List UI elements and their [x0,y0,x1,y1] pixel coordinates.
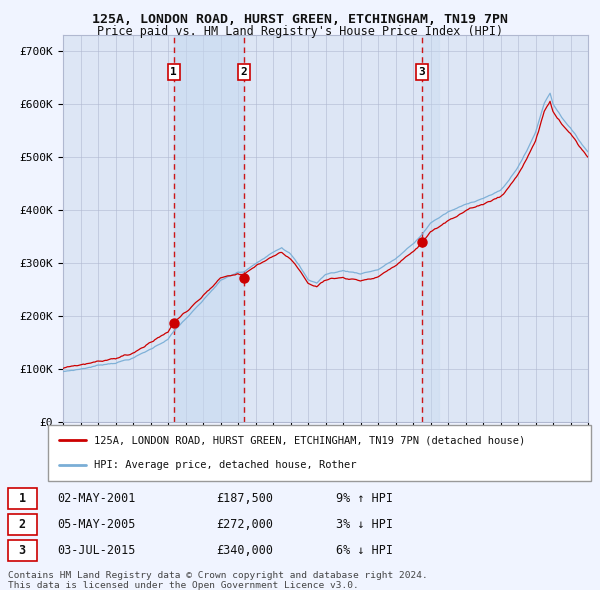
Text: £272,000: £272,000 [216,518,273,531]
Text: £340,000: £340,000 [216,544,273,557]
Text: Contains HM Land Registry data © Crown copyright and database right 2024.: Contains HM Land Registry data © Crown c… [8,571,428,581]
Text: 2: 2 [19,518,26,531]
Text: 2: 2 [241,67,247,77]
Text: 02-MAY-2001: 02-MAY-2001 [57,492,136,505]
FancyBboxPatch shape [8,488,37,509]
Text: 05-MAY-2005: 05-MAY-2005 [57,518,136,531]
FancyBboxPatch shape [8,514,37,535]
Text: 125A, LONDON ROAD, HURST GREEN, ETCHINGHAM, TN19 7PN: 125A, LONDON ROAD, HURST GREEN, ETCHINGH… [92,13,508,26]
Text: £187,500: £187,500 [216,492,273,505]
Text: 1: 1 [19,492,26,505]
Bar [422,35,439,422]
Text: 3: 3 [19,544,26,557]
Text: 3: 3 [418,67,425,77]
FancyBboxPatch shape [8,540,37,561]
Text: 9% ↑ HPI: 9% ↑ HPI [336,492,393,505]
Text: This data is licensed under the Open Government Licence v3.0.: This data is licensed under the Open Gov… [8,581,359,590]
Bar [174,35,244,422]
Text: 1: 1 [170,67,177,77]
Text: Price paid vs. HM Land Registry's House Price Index (HPI): Price paid vs. HM Land Registry's House … [97,25,503,38]
Text: 125A, LONDON ROAD, HURST GREEN, ETCHINGHAM, TN19 7PN (detached house): 125A, LONDON ROAD, HURST GREEN, ETCHINGH… [94,435,526,445]
Text: HPI: Average price, detached house, Rother: HPI: Average price, detached house, Roth… [94,460,356,470]
Text: 3% ↓ HPI: 3% ↓ HPI [336,518,393,531]
Text: 6% ↓ HPI: 6% ↓ HPI [336,544,393,557]
FancyBboxPatch shape [48,425,591,481]
Text: 03-JUL-2015: 03-JUL-2015 [57,544,136,557]
